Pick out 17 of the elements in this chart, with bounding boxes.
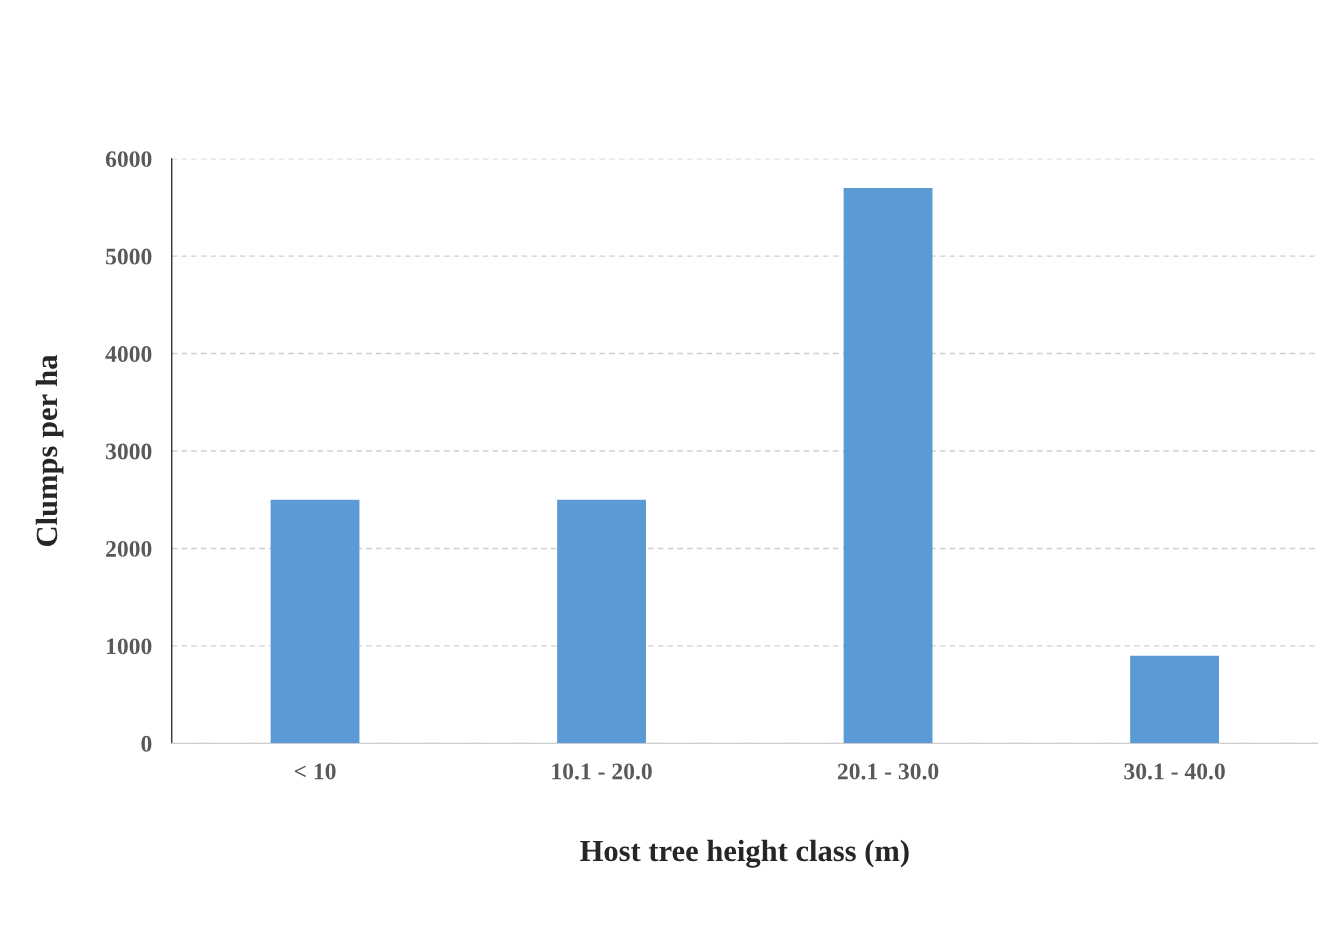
y-tick-label: 3000: [106, 443, 152, 460]
y-tick-label: 1000: [107, 638, 152, 655]
bar: [557, 499, 646, 744]
y-tick-label: 5000: [106, 248, 152, 265]
x-tick-label: 10.1 - 20.0: [552, 763, 652, 780]
x-tick-label: 30.1 - 40.0: [1124, 763, 1225, 780]
y-tick-label: 6000: [105, 151, 152, 168]
bar: [1130, 655, 1219, 744]
y-tick-label: 0: [141, 735, 152, 752]
bar: [843, 187, 933, 744]
y-tick-label: 4000: [105, 346, 152, 362]
x-tick-label: < 10: [294, 763, 336, 780]
x-axis-title: Host tree height class (m): [580, 839, 909, 868]
y-tick-label: 2000: [106, 540, 152, 557]
x-tick-label: 20.1 - 30.0: [837, 763, 939, 780]
y-axis-title: Clumps per ha: [35, 354, 64, 547]
bar: [270, 499, 360, 744]
